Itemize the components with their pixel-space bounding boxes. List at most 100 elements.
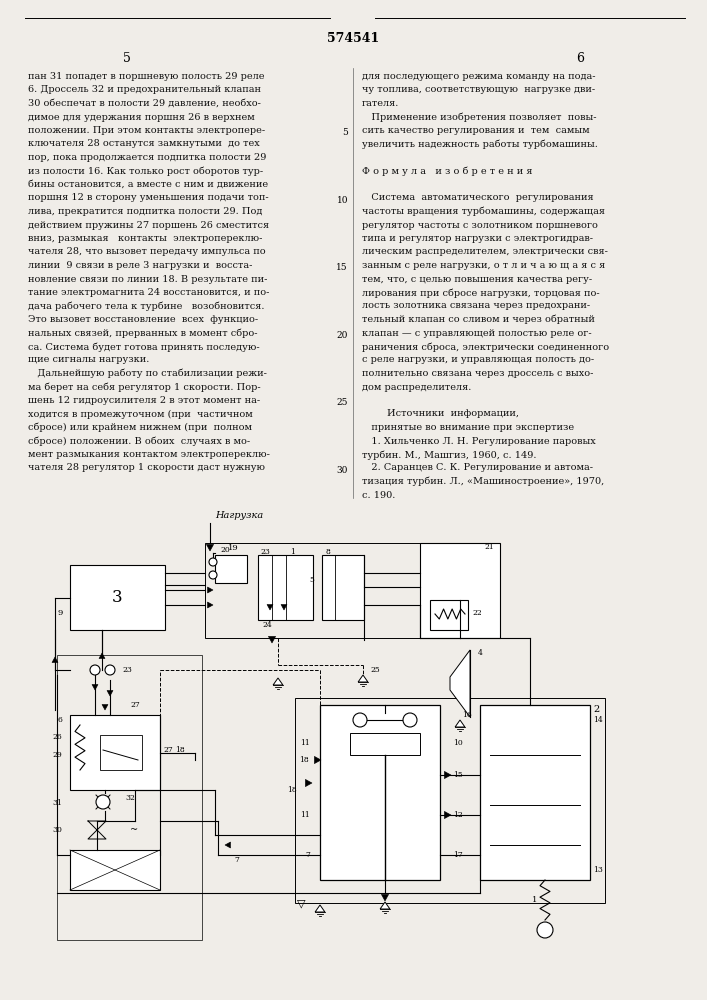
Bar bbox=[70, 715, 160, 790]
Text: чу топлива, соответствующую  нагрузке дви-: чу топлива, соответствующую нагрузке дви… bbox=[362, 86, 595, 95]
Bar bbox=[420, 543, 500, 638]
Bar bbox=[480, 705, 590, 880]
Polygon shape bbox=[380, 902, 390, 909]
Text: 25: 25 bbox=[337, 398, 348, 407]
Polygon shape bbox=[102, 704, 108, 710]
Text: 7: 7 bbox=[235, 856, 240, 864]
Text: 32: 32 bbox=[125, 794, 135, 802]
Text: 27: 27 bbox=[130, 701, 140, 709]
Text: 14: 14 bbox=[593, 716, 603, 724]
Text: 11: 11 bbox=[300, 811, 310, 819]
Text: тание электромагнита 24 восстановится, и по-: тание электромагнита 24 восстановится, и… bbox=[28, 288, 269, 297]
Text: мент размыкания контактом электропереклю-: мент размыкания контактом электропереклю… bbox=[28, 450, 270, 459]
Polygon shape bbox=[206, 544, 214, 551]
Text: 23: 23 bbox=[122, 666, 132, 674]
Circle shape bbox=[90, 665, 100, 675]
Text: Система  автоматического  регулирования: Система автоматического регулирования bbox=[362, 194, 594, 202]
Text: 4: 4 bbox=[478, 649, 483, 657]
Text: турбин. М., Машгиз, 1960, с. 149.: турбин. М., Машгиз, 1960, с. 149. bbox=[362, 450, 537, 460]
Text: новление связи по линии 18. В результате пи-: новление связи по линии 18. В результате… bbox=[28, 274, 267, 284]
Text: 24: 24 bbox=[262, 621, 271, 629]
Text: 5: 5 bbox=[342, 128, 348, 137]
Text: 17: 17 bbox=[453, 851, 463, 859]
Text: тельный клапан со сливом и через обратный: тельный клапан со сливом и через обратны… bbox=[362, 315, 595, 324]
Text: 18: 18 bbox=[175, 746, 185, 754]
Bar bbox=[350, 733, 420, 755]
Text: лическим распределителем, электрически свя-: лическим распределителем, электрически с… bbox=[362, 247, 608, 256]
Text: дом распределителя.: дом распределителя. bbox=[362, 382, 472, 391]
Polygon shape bbox=[450, 650, 470, 717]
Text: сбросе) положении. В обоих  случаях в мо-: сбросе) положении. В обоих случаях в мо- bbox=[28, 436, 250, 446]
Polygon shape bbox=[267, 604, 273, 610]
Text: ма берет на себя регулятор 1 скорости. Пор-: ма берет на себя регулятор 1 скорости. П… bbox=[28, 382, 261, 392]
Polygon shape bbox=[225, 842, 230, 848]
Text: 6: 6 bbox=[576, 51, 584, 64]
Polygon shape bbox=[305, 779, 312, 787]
Text: 25: 25 bbox=[370, 666, 380, 674]
Polygon shape bbox=[315, 905, 325, 912]
Circle shape bbox=[209, 558, 217, 566]
Text: с. 190.: с. 190. bbox=[362, 490, 395, 499]
Text: 6: 6 bbox=[57, 716, 62, 724]
Text: 574541: 574541 bbox=[327, 31, 379, 44]
Text: 15: 15 bbox=[337, 263, 348, 272]
Bar bbox=[295, 698, 605, 903]
Bar bbox=[215, 555, 247, 583]
Text: 31: 31 bbox=[52, 799, 62, 807]
Text: 10: 10 bbox=[337, 196, 348, 205]
Text: сбросе) или крайнем нижнем (при  полном: сбросе) или крайнем нижнем (при полном bbox=[28, 423, 252, 432]
Text: 19: 19 bbox=[228, 544, 239, 552]
Text: Дальнейшую работу по стабилизации режи-: Дальнейшую работу по стабилизации режи- bbox=[28, 369, 267, 378]
Polygon shape bbox=[207, 602, 213, 608]
Text: полнительно связана через дроссель с выхо-: полнительно связана через дроссель с вых… bbox=[362, 369, 593, 378]
Bar bbox=[70, 850, 160, 890]
Bar bbox=[258, 555, 313, 620]
Text: шень 12 гидроусилителя 2 в этот момент на-: шень 12 гидроусилителя 2 в этот момент н… bbox=[28, 396, 260, 405]
Text: увеличить надежность работы турбомашины.: увеличить надежность работы турбомашины. bbox=[362, 139, 598, 149]
Text: 18: 18 bbox=[287, 786, 297, 794]
Polygon shape bbox=[445, 811, 451, 819]
Text: гателя.: гателя. bbox=[362, 99, 399, 108]
Bar bbox=[57, 655, 202, 940]
Text: вниз, размыкая   контакты  электропереклю-: вниз, размыкая контакты электропереклю- bbox=[28, 234, 262, 243]
Text: клапан — с управляющей полостью реле ог-: клапан — с управляющей полостью реле ог- bbox=[362, 328, 592, 338]
Text: 10: 10 bbox=[453, 739, 463, 747]
Text: сить качество регулирования и  тем  самым: сить качество регулирования и тем самым bbox=[362, 126, 590, 135]
Text: типа и регулятор нагрузки с электрогидрав-: типа и регулятор нагрузки с электрогидра… bbox=[362, 234, 593, 243]
Text: ходится в промежуточном (при  частичном: ходится в промежуточном (при частичном bbox=[28, 410, 252, 419]
Text: ~: ~ bbox=[130, 826, 138, 834]
Polygon shape bbox=[52, 657, 58, 662]
Text: 16: 16 bbox=[462, 711, 472, 719]
Text: Ф о р м у л а   и з о б р е т е н и я: Ф о р м у л а и з о б р е т е н и я bbox=[362, 166, 532, 176]
Text: линии  9 связи в реле 3 нагрузки и  восста-: линии 9 связи в реле 3 нагрузки и восста… bbox=[28, 261, 252, 270]
Text: 20: 20 bbox=[220, 546, 230, 554]
Text: Нагрузка: Нагрузка bbox=[215, 510, 263, 520]
Text: щие сигналы нагрузки.: щие сигналы нагрузки. bbox=[28, 356, 149, 364]
Text: ▽: ▽ bbox=[296, 898, 305, 908]
Polygon shape bbox=[207, 587, 213, 593]
Polygon shape bbox=[281, 604, 287, 610]
Text: действием пружины 27 поршень 26 сместится: действием пружины 27 поршень 26 сместитс… bbox=[28, 221, 269, 230]
Circle shape bbox=[105, 665, 115, 675]
Text: из полости 16. Как только рост оборотов тур-: из полости 16. Как только рост оборотов … bbox=[28, 166, 263, 176]
Text: занным с реле нагрузки, о т л и ч а ю щ а я с я: занным с реле нагрузки, о т л и ч а ю щ … bbox=[362, 261, 605, 270]
Text: 11: 11 bbox=[300, 739, 310, 747]
Text: принятые во внимание при экспертизе: принятые во внимание при экспертизе bbox=[362, 423, 574, 432]
Bar bbox=[205, 543, 485, 638]
Text: частоты вращения турбомашины, содержащая: частоты вращения турбомашины, содержащая bbox=[362, 207, 605, 217]
Text: 7: 7 bbox=[305, 851, 310, 859]
Polygon shape bbox=[107, 690, 113, 696]
Text: 15: 15 bbox=[453, 771, 463, 779]
Polygon shape bbox=[358, 675, 368, 682]
Text: Применение изобретения позволяет  повы-: Применение изобретения позволяет повы- bbox=[362, 112, 597, 122]
Text: 12: 12 bbox=[453, 811, 463, 819]
Circle shape bbox=[537, 922, 553, 938]
Bar bbox=[322, 555, 364, 620]
Polygon shape bbox=[315, 756, 321, 764]
Text: чателя 28 регулятор 1 скорости даст нужную: чателя 28 регулятор 1 скорости даст нужн… bbox=[28, 464, 265, 473]
Text: 1: 1 bbox=[532, 896, 538, 904]
Text: Это вызовет восстановление  всех  функцио-: Это вызовет восстановление всех функцио- bbox=[28, 315, 258, 324]
Text: 23: 23 bbox=[260, 548, 270, 556]
Bar bbox=[320, 705, 440, 880]
Text: тизация турбин. Л., «Машиностроение», 1970,: тизация турбин. Л., «Машиностроение», 19… bbox=[362, 477, 604, 487]
